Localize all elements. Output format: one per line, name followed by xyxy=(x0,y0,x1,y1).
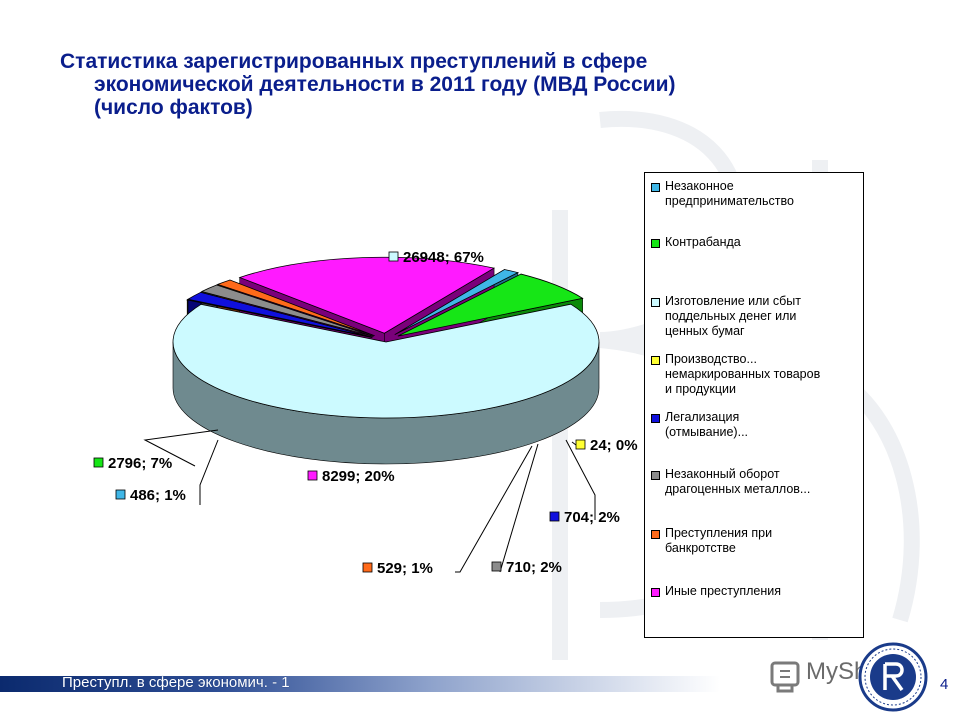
title-line-1: Статистика зарегистрированных преступлен… xyxy=(60,50,648,73)
data-label-swatch xyxy=(491,561,502,572)
legend-label: Контрабанда xyxy=(665,235,741,249)
pie-slice xyxy=(186,299,373,339)
university-seal-icon xyxy=(858,642,928,712)
legend-label: Незаконное предпринимательство xyxy=(665,179,794,208)
legend-swatch xyxy=(651,530,660,539)
data-label-swatch xyxy=(115,489,126,500)
data-label: 704; 2% xyxy=(564,509,620,526)
data-label: 26948; 67% xyxy=(403,249,484,266)
legend-swatch xyxy=(651,356,660,365)
title-line-2: экономической деятельности в 2011 году (… xyxy=(94,73,676,96)
legend-label: Преступления при банкротстве xyxy=(665,526,773,555)
data-label: 486; 1% xyxy=(130,487,186,504)
myshared-logo xyxy=(770,661,800,693)
pie-slice xyxy=(238,256,496,334)
data-label-swatch xyxy=(549,511,560,522)
legend-label: Изготовление или сбыт поддельных денег и… xyxy=(665,294,801,338)
legend-swatch xyxy=(651,239,660,248)
footer-bar xyxy=(0,676,720,692)
leader-line xyxy=(499,443,539,573)
page-title: Статистика зарегистрированных преступлен… xyxy=(60,50,860,119)
leader-line xyxy=(565,439,596,520)
data-label: 24; 0% xyxy=(590,437,638,454)
data-label-swatch xyxy=(93,457,104,468)
pie-slice xyxy=(216,279,375,337)
page-number: 4 xyxy=(940,676,949,693)
data-label-swatch xyxy=(307,470,318,481)
legend-label: Иные преступления xyxy=(665,584,782,598)
legend-swatch xyxy=(651,471,660,480)
leader-line xyxy=(199,439,219,505)
legend-swatch xyxy=(651,588,660,597)
title-line-3: (число фактов) xyxy=(94,96,253,119)
legend-label: Легализация (отмывание)... xyxy=(665,410,749,439)
legend-label: Производство... немаркированных товаров … xyxy=(665,352,821,396)
data-label-swatch xyxy=(575,439,586,450)
pie-slice xyxy=(200,284,374,337)
leader-line xyxy=(455,445,533,573)
leader-line xyxy=(143,429,219,467)
footer-title: Преступл. в сфере экономич. - 1 xyxy=(62,674,290,691)
pie-slice xyxy=(186,291,373,338)
data-label: 2796; 7% xyxy=(108,455,172,472)
data-label-swatch xyxy=(388,251,399,262)
pie-slice xyxy=(397,273,584,337)
data-label-swatch xyxy=(362,562,373,573)
chart-legend: Незаконное предпринимательство Контрабанд… xyxy=(644,172,864,638)
data-label: 529; 1% xyxy=(377,560,433,577)
data-label: 710; 2% xyxy=(506,559,562,576)
legend-label: Незаконный оборот драгоценных металлов..… xyxy=(665,467,811,496)
pie-slice xyxy=(394,269,520,335)
legend-swatch xyxy=(651,414,660,423)
data-label: 8299; 20% xyxy=(322,468,395,485)
legend-swatch xyxy=(651,298,660,307)
pie-slice xyxy=(172,303,600,419)
legend-swatch xyxy=(651,183,660,192)
